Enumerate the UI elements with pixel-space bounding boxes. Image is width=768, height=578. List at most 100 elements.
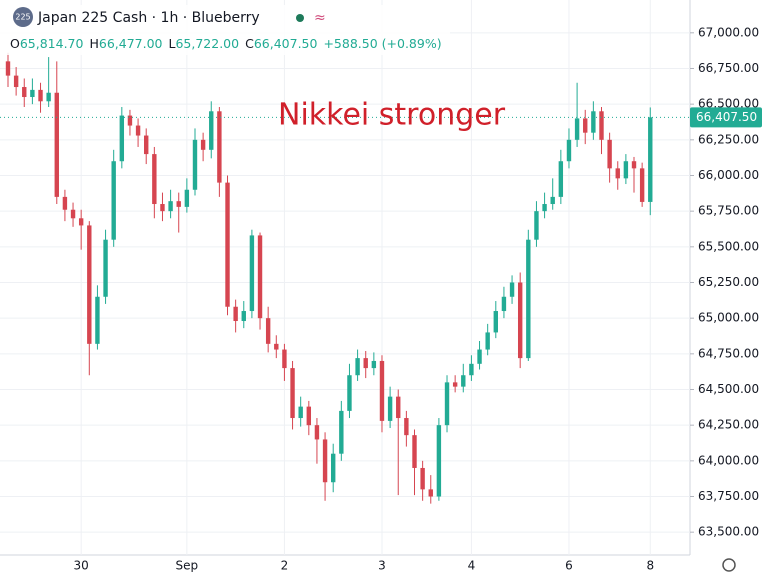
candle-body bbox=[566, 139, 572, 162]
candle-body bbox=[119, 115, 125, 162]
candle-body bbox=[5, 61, 11, 76]
candle-body bbox=[217, 111, 222, 183]
y-tick-label: 63,500.00 bbox=[698, 525, 759, 539]
candle-body bbox=[477, 349, 482, 364]
candle-body bbox=[241, 311, 246, 322]
candle-body bbox=[22, 87, 27, 98]
ohlc-part: 66,407.50 bbox=[254, 36, 318, 51]
ohlc-part: 65,814.70 bbox=[20, 36, 84, 51]
y-tick-label: 64,500.00 bbox=[698, 382, 759, 396]
symbol-badge bbox=[13, 7, 33, 27]
y-tick-label: 66,000.00 bbox=[698, 168, 759, 182]
ohlc-part: C bbox=[245, 36, 254, 51]
candle-body bbox=[233, 306, 238, 322]
candle-body bbox=[168, 201, 173, 212]
candle-body bbox=[623, 161, 629, 179]
ohlc-line: O65,814.70 H66,477.00 L65,722.00 C66,407.50… bbox=[10, 36, 442, 51]
y-tick-label: 64,250.00 bbox=[698, 418, 759, 432]
y-tick-label: 64,750.00 bbox=[698, 346, 759, 360]
candle-body bbox=[30, 89, 35, 98]
candle-body bbox=[452, 382, 458, 387]
candle-body bbox=[631, 161, 637, 169]
candle-body bbox=[282, 349, 287, 369]
candle-body bbox=[599, 111, 604, 140]
candle-body bbox=[225, 182, 230, 307]
candle-body bbox=[95, 296, 100, 344]
candle-body bbox=[412, 435, 417, 468]
ohlc-part: 66,477.00 bbox=[99, 36, 163, 51]
candle-body bbox=[78, 218, 84, 226]
candle-body bbox=[550, 196, 555, 205]
y-tick-label: 66,250.00 bbox=[698, 132, 759, 146]
candle-body bbox=[103, 239, 108, 297]
candle-body bbox=[209, 111, 214, 150]
candle-body bbox=[534, 211, 539, 240]
x-tick-label: Sep bbox=[176, 559, 199, 573]
y-tick-label: 64,000.00 bbox=[698, 453, 759, 467]
candle-body bbox=[306, 406, 312, 426]
candle-body bbox=[290, 368, 295, 419]
x-tick-label: 8 bbox=[646, 559, 654, 573]
y-tick-label: 66,500.00 bbox=[698, 97, 759, 111]
candle-body bbox=[54, 92, 59, 197]
candle-body bbox=[363, 358, 368, 369]
plot bbox=[0, 0, 690, 555]
candle-body bbox=[436, 425, 442, 497]
last-price-tag bbox=[690, 107, 762, 128]
badge-text: 225 bbox=[15, 13, 30, 22]
candle-body bbox=[144, 135, 149, 155]
candle-body bbox=[152, 154, 157, 205]
x-tick-label: 6 bbox=[565, 559, 573, 573]
candle-body bbox=[469, 363, 474, 376]
ohlc-part: H bbox=[89, 36, 98, 51]
candle-body bbox=[583, 118, 588, 133]
candle-body bbox=[501, 296, 507, 312]
ohlc-part: +588.50 (+0.89%) bbox=[323, 36, 441, 51]
candle-body bbox=[339, 410, 344, 454]
y-tick-label: 65,250.00 bbox=[698, 275, 759, 289]
candle-body bbox=[184, 189, 190, 207]
x-tick-label: 2 bbox=[281, 559, 289, 573]
candle-body bbox=[615, 168, 620, 179]
candle-body bbox=[200, 139, 206, 150]
candle-body bbox=[87, 225, 92, 344]
candle-body bbox=[509, 282, 515, 297]
candle-body bbox=[192, 139, 198, 190]
candle-body bbox=[355, 358, 360, 376]
candle-body bbox=[558, 161, 564, 197]
status-dot bbox=[296, 14, 304, 22]
candle-body bbox=[62, 196, 68, 210]
x-tick-label: 4 bbox=[468, 559, 476, 573]
candle-body bbox=[13, 75, 19, 88]
last-price-label: 66,407.50 bbox=[696, 110, 757, 124]
ohlc-part: O bbox=[10, 36, 20, 51]
candle-body bbox=[314, 425, 320, 440]
x-tick-label: 30 bbox=[74, 559, 89, 573]
status-icon: ≈ bbox=[314, 10, 326, 26]
y-tick-label: 67,000.00 bbox=[698, 25, 759, 39]
candle-body bbox=[542, 204, 547, 212]
y-tick-label: 65,750.00 bbox=[698, 204, 759, 218]
candle-body bbox=[347, 375, 352, 411]
settings-icon[interactable] bbox=[722, 558, 736, 572]
candle-body bbox=[387, 396, 393, 421]
ohlc-part: L bbox=[169, 36, 176, 51]
candle-body bbox=[574, 118, 580, 140]
ohlc-part: 65,722.00 bbox=[175, 36, 239, 51]
symbol-title: Japan 225 Cash · 1h · Blueberry bbox=[37, 10, 260, 26]
candle-body bbox=[46, 92, 51, 102]
candle-body bbox=[591, 111, 596, 133]
y-tick-label: 65,000.00 bbox=[698, 311, 759, 325]
y-tick-label: 63,750.00 bbox=[698, 489, 759, 503]
y-tick-label: 65,500.00 bbox=[698, 239, 759, 253]
candle-body bbox=[249, 235, 255, 312]
candle-body bbox=[127, 115, 133, 126]
candle-body bbox=[428, 489, 433, 497]
candle-body bbox=[176, 201, 181, 207]
candle-body bbox=[38, 89, 43, 102]
candle-body bbox=[135, 125, 141, 136]
candle-body bbox=[379, 360, 385, 421]
candle-body bbox=[396, 396, 401, 419]
